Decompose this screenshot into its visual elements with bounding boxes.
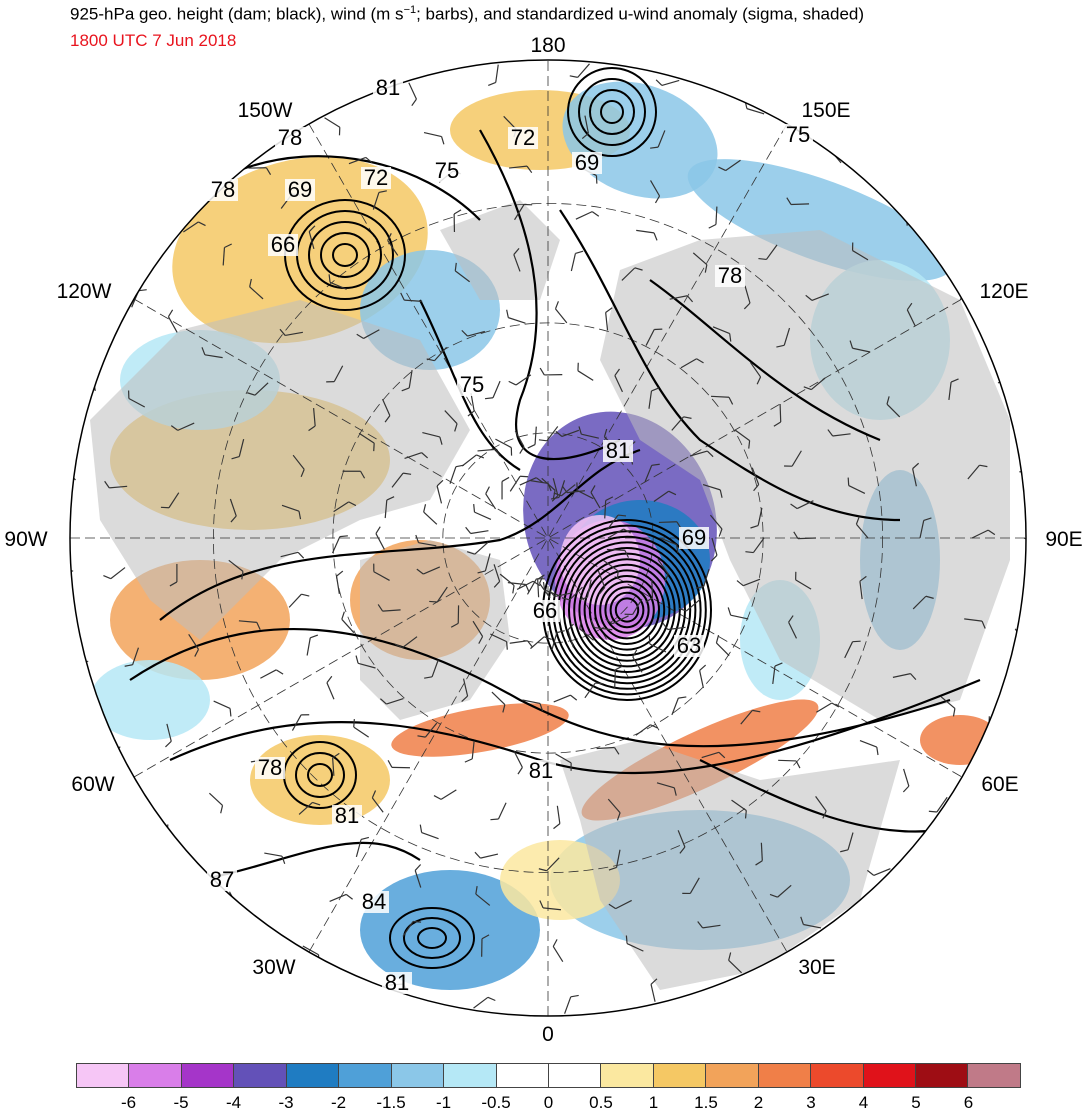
colorbar-swatch bbox=[759, 1064, 811, 1087]
lon-label-0: 0 bbox=[542, 1023, 554, 1046]
wind-barb-flag bbox=[61, 459, 69, 467]
colorbar bbox=[76, 1063, 1021, 1088]
contour-label: 81 bbox=[376, 75, 400, 100]
lon-label-90w: 90W bbox=[4, 528, 47, 551]
colorbar-swatch bbox=[864, 1064, 916, 1087]
colorbar-swatch bbox=[129, 1064, 181, 1087]
colorbar-label: -5 bbox=[173, 1093, 188, 1113]
contour-label: 87 bbox=[210, 867, 234, 892]
contour-label: 81 bbox=[529, 758, 553, 783]
contour-label: 69 bbox=[288, 177, 312, 202]
colorbar-swatch bbox=[444, 1064, 496, 1087]
colorbar-label: 2 bbox=[754, 1093, 763, 1113]
contour-label: 75 bbox=[786, 122, 810, 147]
colorbar-swatch bbox=[706, 1064, 758, 1087]
wind-barb-flag bbox=[827, 142, 835, 150]
colorbar-label: 4 bbox=[859, 1093, 868, 1113]
colorbar-swatch bbox=[916, 1064, 968, 1087]
colorbar-label: -0.5 bbox=[481, 1093, 510, 1113]
wind-barb-flag bbox=[1019, 644, 1027, 651]
wind-barb-staff bbox=[615, 670, 616, 688]
colorbar-label: -4 bbox=[226, 1093, 241, 1113]
colorbar-label: 0.5 bbox=[589, 1093, 613, 1113]
lon-label-30w: 30W bbox=[252, 956, 295, 979]
contour-label: 84 bbox=[362, 889, 386, 914]
contour-label: 75 bbox=[460, 372, 484, 397]
contour-label: 69 bbox=[682, 525, 706, 550]
colorbar-swatch bbox=[77, 1064, 129, 1087]
wind-barb-flag bbox=[1037, 472, 1041, 479]
colorbar-swatch bbox=[968, 1064, 1019, 1087]
anomaly-region-positive bbox=[920, 715, 1000, 765]
wind-barb-staff bbox=[791, 204, 809, 205]
colorbar-label: -2 bbox=[331, 1093, 346, 1113]
colorbar-label: 6 bbox=[964, 1093, 973, 1113]
contour-label: 72 bbox=[511, 125, 535, 150]
wind-barb-flag bbox=[968, 280, 976, 287]
contour-label: 81 bbox=[606, 438, 630, 463]
colorbar-label: -3 bbox=[278, 1093, 293, 1113]
wind-barb-flag bbox=[159, 842, 166, 847]
wind-barb-staff bbox=[659, 522, 677, 523]
anomaly-region-positive bbox=[250, 735, 390, 825]
colorbar-swatch bbox=[234, 1064, 286, 1087]
colorbar-label: 1.5 bbox=[694, 1093, 718, 1113]
wind-barb-staff bbox=[989, 716, 990, 734]
wind-barb-flag bbox=[905, 203, 912, 208]
lon-label-90e: 90E bbox=[1045, 528, 1082, 551]
polar-map: 81 78 78 69 72 75 66 72 69 75 78 75 81 69 66 63 81 78 81 87… bbox=[0, 0, 1088, 1060]
colorbar-label: 3 bbox=[806, 1093, 815, 1113]
wind-barb-staff bbox=[798, 538, 816, 539]
colorbar-swatch bbox=[654, 1064, 706, 1087]
lon-label-120w: 120W bbox=[57, 280, 112, 303]
contour-label: 78 bbox=[718, 263, 742, 288]
lon-label-150w: 150W bbox=[238, 99, 293, 122]
contour-label: 66 bbox=[533, 598, 557, 623]
colorbar-swatch bbox=[339, 1064, 391, 1087]
contour-label: 63 bbox=[677, 633, 701, 658]
wind-barb-flag bbox=[65, 660, 71, 668]
contour-label: 69 bbox=[575, 150, 599, 175]
colorbar-swatch bbox=[392, 1064, 444, 1087]
colorbar-label: 1 bbox=[649, 1093, 658, 1113]
lon-label-120e: 120E bbox=[979, 280, 1028, 303]
contour-label: 81 bbox=[335, 803, 359, 828]
wind-barb-flag bbox=[1013, 372, 1020, 380]
colorbar-label: 5 bbox=[911, 1093, 920, 1113]
wind-barb-staff bbox=[778, 760, 796, 761]
colorbar-swatch bbox=[811, 1064, 863, 1087]
colorbar-label: -1.5 bbox=[376, 1093, 405, 1113]
wind-barb-flag bbox=[52, 559, 58, 567]
colorbar-swatch bbox=[549, 1064, 601, 1087]
contour-label: 75 bbox=[435, 158, 459, 183]
wind-barb-flag bbox=[232, 908, 240, 915]
lon-label-60w: 60W bbox=[71, 773, 114, 796]
lon-label-30e: 30E bbox=[798, 956, 835, 979]
anomaly-region-negative bbox=[90, 660, 210, 740]
colorbar-swatch bbox=[287, 1064, 339, 1087]
colorbar-label: -6 bbox=[121, 1093, 136, 1113]
contour-label: 78 bbox=[258, 755, 282, 780]
wind-barb-staff bbox=[652, 580, 653, 598]
wind-barb-staff bbox=[780, 404, 781, 422]
lon-label-60e: 60E bbox=[981, 773, 1018, 796]
wind-barb-flag bbox=[1037, 546, 1044, 554]
lon-label-150e: 150E bbox=[801, 99, 850, 122]
lon-label-180: 180 bbox=[530, 34, 565, 57]
colorbar-swatch bbox=[601, 1064, 653, 1087]
wind-barb-flag bbox=[101, 757, 109, 764]
contour-label: 78 bbox=[211, 177, 235, 202]
contour-label: 72 bbox=[364, 165, 388, 190]
contour-label: 78 bbox=[278, 125, 302, 150]
contour-label: 81 bbox=[385, 970, 409, 995]
colorbar-label: 0 bbox=[544, 1093, 553, 1113]
contour-label: 66 bbox=[271, 232, 295, 257]
colorbar-swatch bbox=[497, 1064, 549, 1087]
wind-barb-flag bbox=[91, 368, 99, 373]
colorbar-swatch bbox=[182, 1064, 234, 1087]
colorbar-label: -1 bbox=[436, 1093, 451, 1113]
